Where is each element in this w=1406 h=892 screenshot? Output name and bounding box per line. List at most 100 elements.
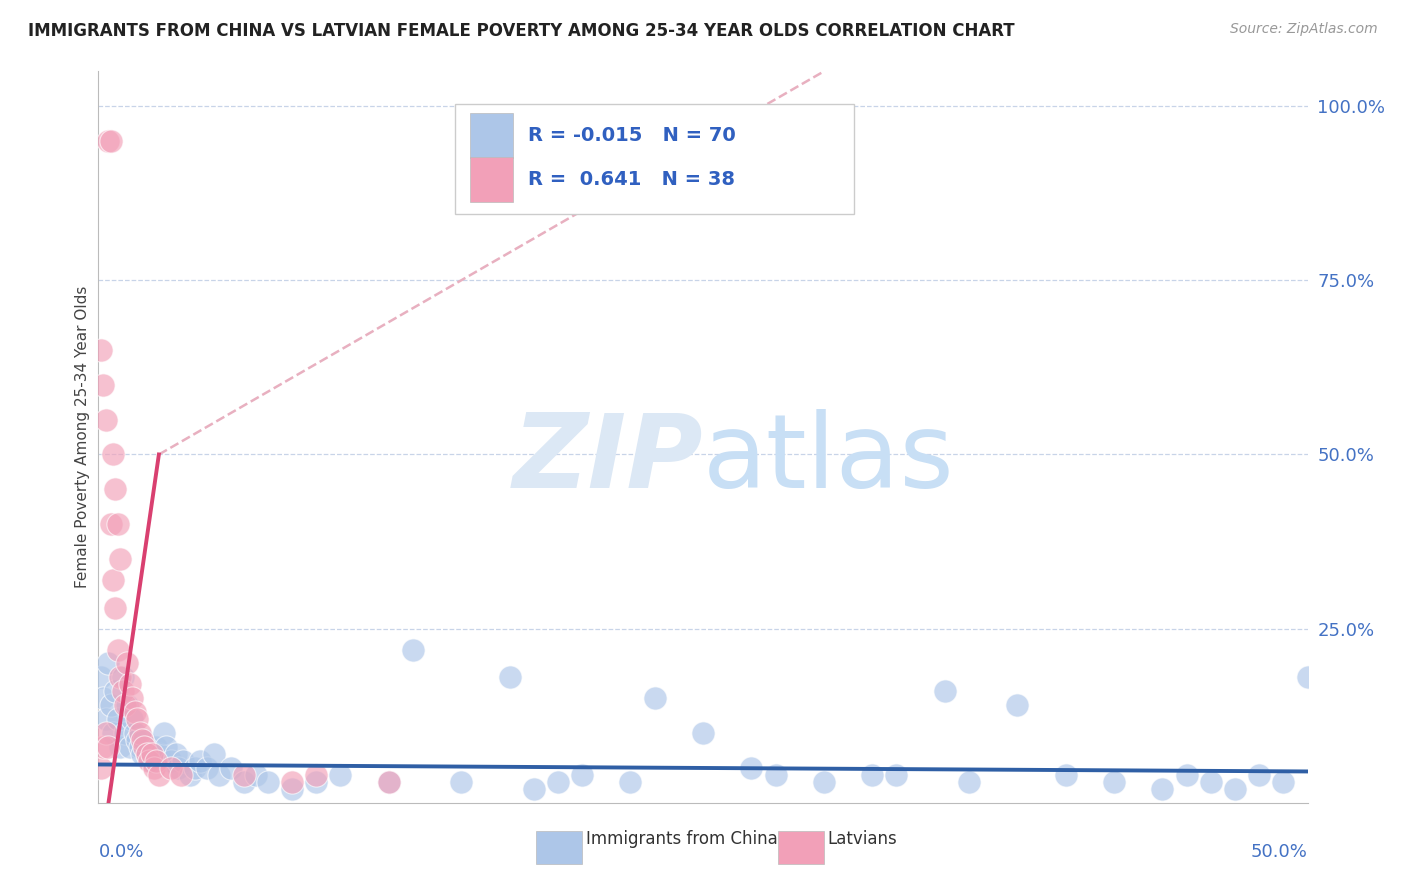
Point (1152, 781, 1174, 796)
Point (135, 747, 157, 761)
Point (305, 768, 328, 782)
Point (1272, 810, 1295, 824)
Point (138, 754, 160, 768)
Point (90, 343, 112, 357)
Point (167, 810, 190, 824)
Point (134, 740, 156, 755)
Point (124, 705, 146, 719)
Point (111, 684, 134, 698)
Point (127, 712, 149, 726)
Point (377, 775, 399, 789)
Point (101, 448, 124, 462)
Point (97, 740, 120, 755)
Point (329, 768, 352, 782)
Text: 0.0%: 0.0% (98, 843, 143, 861)
Point (107, 712, 129, 726)
Point (104, 483, 127, 497)
Point (155, 740, 177, 755)
Point (90, 670, 112, 684)
Point (91, 691, 114, 706)
Point (101, 726, 124, 740)
Point (1249, 768, 1271, 782)
Point (329, 810, 352, 824)
Point (152, 726, 174, 740)
Point (121, 712, 143, 726)
Point (188, 754, 211, 768)
Point (114, 726, 136, 740)
Point (281, 781, 304, 796)
Point (94, 712, 117, 726)
Point (813, 775, 835, 789)
Point (148, 747, 170, 761)
Text: Source: ZipAtlas.com: Source: ZipAtlas.com (1230, 22, 1378, 37)
Point (232, 768, 254, 782)
Point (402, 642, 425, 657)
Point (184, 761, 207, 775)
Point (765, 768, 787, 782)
Point (141, 754, 163, 768)
Point (94, 726, 117, 740)
Point (1223, 781, 1246, 796)
Point (450, 775, 472, 789)
Point (957, 775, 980, 789)
Point (111, 670, 134, 684)
Point (104, 684, 127, 698)
Point (107, 642, 129, 657)
Point (1296, 670, 1319, 684)
Point (221, 761, 243, 775)
Point (167, 761, 190, 775)
Text: ZIP: ZIP (512, 409, 703, 509)
Text: IMMIGRANTS FROM CHINA VS LATVIAN FEMALE POVERTY AMONG 25-34 YEAR OLDS CORRELATIO: IMMIGRANTS FROM CHINA VS LATVIAN FEMALE … (28, 22, 1015, 40)
FancyBboxPatch shape (536, 831, 582, 863)
Point (128, 740, 150, 755)
Point (305, 775, 328, 789)
Point (860, 768, 883, 782)
Point (740, 761, 762, 775)
Text: R = -0.015   N = 70: R = -0.015 N = 70 (527, 127, 735, 145)
Point (208, 768, 231, 782)
Point (100, 517, 122, 532)
Point (100, 698, 122, 713)
Point (644, 691, 666, 706)
Point (160, 754, 183, 768)
Point (184, 816, 207, 830)
Text: Latvians: Latvians (828, 830, 897, 848)
Point (204, 747, 226, 761)
Point (121, 691, 143, 706)
Point (1007, 698, 1029, 713)
Point (547, 775, 569, 789)
Point (172, 810, 194, 824)
Point (245, 768, 267, 782)
Point (1199, 775, 1222, 789)
Point (135, 747, 157, 761)
Point (169, 768, 191, 782)
Text: atlas: atlas (703, 409, 955, 509)
Point (118, 740, 141, 755)
Point (141, 747, 163, 761)
Point (127, 733, 149, 747)
Point (91, 377, 114, 392)
Point (94, 412, 117, 426)
Point (256, 810, 278, 824)
Point (160, 761, 183, 775)
Point (1272, 775, 1295, 789)
Point (934, 684, 956, 698)
Point (97, 134, 120, 148)
Point (100, 134, 122, 148)
Point (179, 768, 201, 782)
Point (498, 670, 520, 684)
Point (208, 810, 231, 824)
FancyBboxPatch shape (778, 831, 824, 863)
FancyBboxPatch shape (470, 113, 513, 158)
Point (886, 768, 908, 782)
Point (148, 768, 170, 782)
Point (117, 698, 139, 713)
Text: 50.0%: 50.0% (1251, 843, 1308, 861)
Point (108, 670, 131, 684)
Point (692, 726, 714, 740)
Point (134, 733, 156, 747)
Y-axis label: Female Poverty Among 25-34 Year Olds: Female Poverty Among 25-34 Year Olds (75, 286, 90, 588)
Point (143, 761, 166, 775)
Point (1054, 768, 1077, 782)
Point (232, 775, 254, 789)
